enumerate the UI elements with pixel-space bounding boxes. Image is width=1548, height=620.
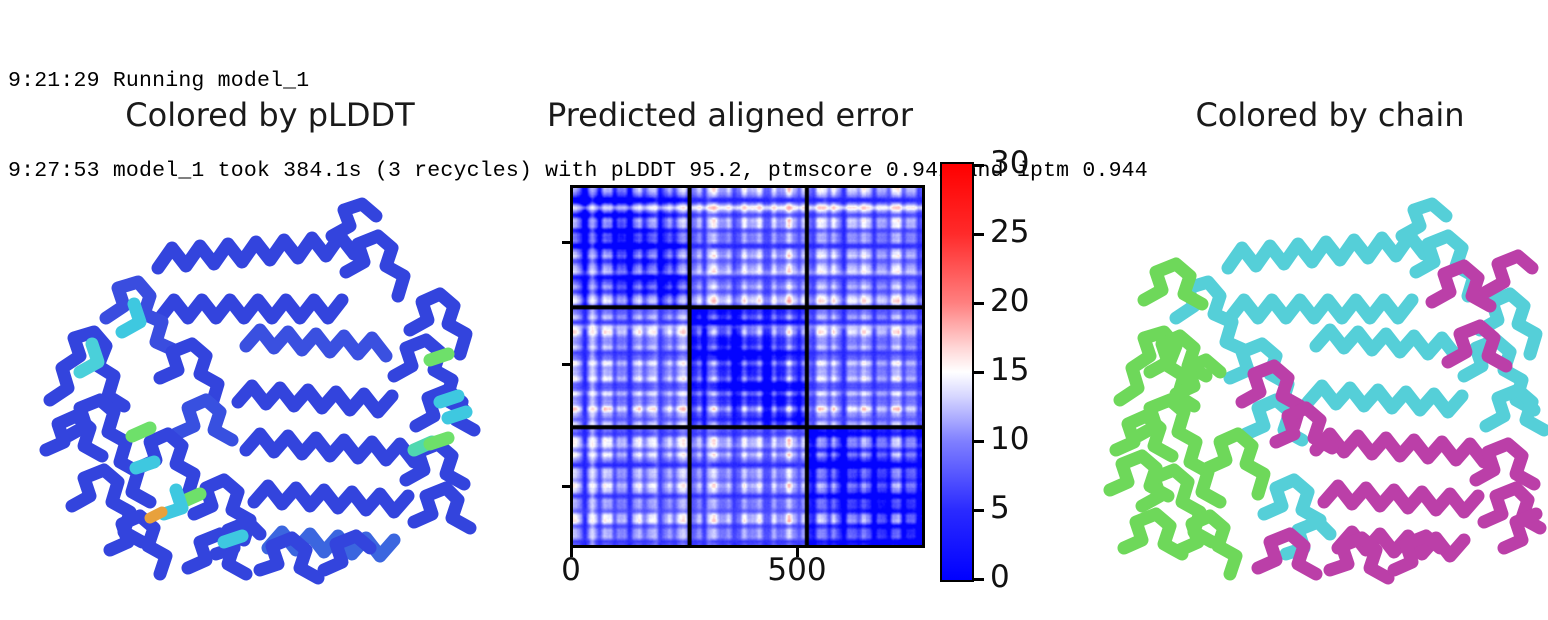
pae-figure: A B C 0 500 30 25 20 15 10 5 0 bbox=[500, 140, 1060, 610]
chain-ribbon-diagram bbox=[1103, 197, 1548, 585]
x-tick-label-500: 500 bbox=[767, 552, 827, 588]
colorbar-tick-mark-15 bbox=[974, 371, 984, 374]
log-line-result: 9:27:53 model_1 took 384.1s (3 recycles)… bbox=[8, 159, 1148, 183]
chain-structure-view[interactable] bbox=[1080, 150, 1548, 590]
y-tick-mark-c bbox=[562, 485, 571, 488]
colorbar-tick-mark-0 bbox=[974, 578, 984, 581]
pae-panel-title: Predicted aligned error bbox=[546, 96, 913, 134]
colorbar-tick-label-15: 15 bbox=[990, 352, 1030, 388]
x-tick-mark-500 bbox=[796, 548, 799, 557]
colorbar-tick-mark-20 bbox=[974, 302, 984, 305]
x-tick-mark-0 bbox=[570, 548, 573, 557]
y-tick-mark-b bbox=[562, 363, 571, 366]
pae-heatmap[interactable] bbox=[570, 185, 925, 548]
colorbar-tick-label-5: 5 bbox=[990, 490, 1010, 526]
run-log: 9:21:29 Running model_1 9:27:53 model_1 … bbox=[8, 6, 1548, 216]
colorbar-tick-mark-5 bbox=[974, 509, 984, 512]
colorbar-tick-mark-25 bbox=[974, 233, 984, 236]
plddt-panel-title: Colored by pLDDT bbox=[125, 96, 415, 134]
plddt-structure-view[interactable] bbox=[10, 150, 490, 590]
colorbar-tick-label-30: 30 bbox=[990, 145, 1030, 181]
colorbar-tick-label-20: 20 bbox=[990, 283, 1030, 319]
colorbar-gradient bbox=[940, 162, 974, 582]
plddt-ribbon-diagram bbox=[39, 197, 481, 585]
pae-colorbar[interactable]: 30 25 20 15 10 5 0 bbox=[940, 148, 1060, 595]
y-tick-mark-a bbox=[562, 241, 571, 244]
colorbar-tick-label-25: 25 bbox=[990, 214, 1030, 250]
x-tick-label-0: 0 bbox=[561, 552, 581, 588]
colorbar-tick-label-10: 10 bbox=[990, 421, 1030, 457]
chain-panel-title: Colored by chain bbox=[1195, 96, 1465, 134]
colorbar-tick-mark-30 bbox=[974, 164, 984, 167]
pae-heatmap-canvas bbox=[573, 188, 922, 545]
colorbar-tick-mark-10 bbox=[974, 440, 984, 443]
log-line-running: 9:21:29 Running model_1 bbox=[8, 69, 310, 93]
colorbar-tick-label-0: 0 bbox=[990, 559, 1010, 595]
